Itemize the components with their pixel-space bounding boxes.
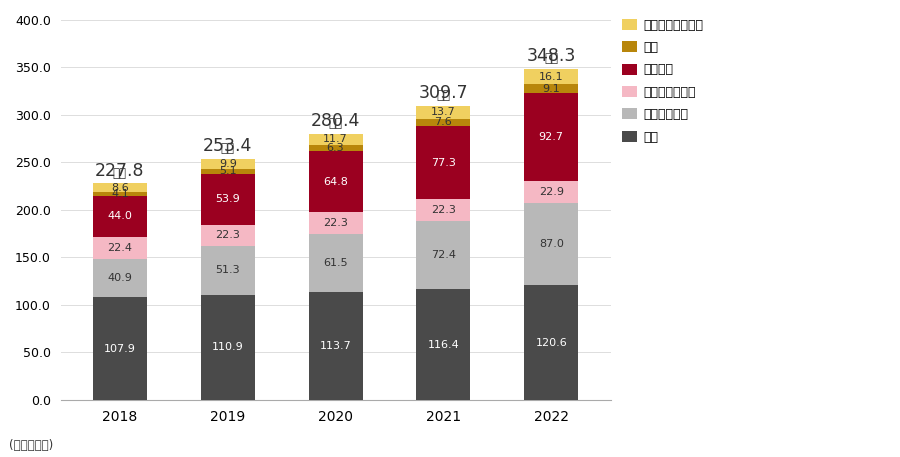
Text: 9.1: 9.1 <box>543 84 560 94</box>
Text: 77.3: 77.3 <box>431 158 455 168</box>
Bar <box>417 126 471 199</box>
Text: 4.1: 4.1 <box>111 189 129 199</box>
Text: 113.7: 113.7 <box>320 341 351 351</box>
Text: 92.7: 92.7 <box>539 132 563 142</box>
Bar <box>93 196 147 237</box>
Text: 16.1: 16.1 <box>539 72 563 82</box>
Bar <box>417 199 471 221</box>
Text: 348.3: 348.3 <box>526 27 576 65</box>
Text: 44.0: 44.0 <box>107 212 132 222</box>
Text: 合計: 合計 <box>112 167 127 180</box>
Bar <box>93 184 147 191</box>
Text: 51.3: 51.3 <box>215 265 240 275</box>
Text: 9.9: 9.9 <box>219 159 237 169</box>
Text: 合計: 合計 <box>328 117 343 130</box>
Bar <box>525 93 578 181</box>
Bar <box>525 84 578 93</box>
Text: 40.9: 40.9 <box>107 273 132 283</box>
Text: 22.9: 22.9 <box>539 187 563 197</box>
Bar <box>93 298 147 400</box>
Text: 87.0: 87.0 <box>539 239 563 249</box>
Text: 227.8: 227.8 <box>95 141 145 180</box>
Bar <box>417 106 471 119</box>
Text: 8.6: 8.6 <box>111 183 129 192</box>
Bar <box>525 203 578 286</box>
Text: 253.4: 253.4 <box>203 117 252 155</box>
Text: 7.6: 7.6 <box>435 117 453 128</box>
Bar <box>417 289 471 400</box>
Bar <box>201 225 255 246</box>
Bar <box>309 134 363 145</box>
Text: 309.7: 309.7 <box>418 63 468 102</box>
Bar <box>201 246 255 295</box>
Bar <box>93 191 147 196</box>
Text: 22.3: 22.3 <box>323 218 348 228</box>
Text: 合計: 合計 <box>544 52 558 65</box>
Text: 280.4: 280.4 <box>310 91 360 130</box>
Bar <box>309 213 363 234</box>
Bar <box>309 292 363 400</box>
Bar <box>93 259 147 298</box>
Text: 合計: 合計 <box>220 143 235 155</box>
Text: 5.1: 5.1 <box>219 166 237 176</box>
Bar <box>309 151 363 213</box>
Bar <box>309 234 363 292</box>
Legend: 自動車・宇宙航空, 医療, 産業用途, コンピューター, コンシューマ, 通信: 自動車・宇宙航空, 医療, 産業用途, コンピューター, コンシューマ, 通信 <box>622 19 704 143</box>
Bar <box>201 159 255 169</box>
Text: 107.9: 107.9 <box>104 344 136 354</box>
Text: 22.3: 22.3 <box>215 230 240 240</box>
Bar <box>525 286 578 400</box>
Text: 合計: 合計 <box>436 89 450 102</box>
Text: 64.8: 64.8 <box>323 176 348 186</box>
Text: 53.9: 53.9 <box>215 194 240 204</box>
Bar <box>93 237 147 259</box>
Text: 6.3: 6.3 <box>327 143 345 153</box>
Text: 72.4: 72.4 <box>431 250 456 260</box>
Bar <box>417 221 471 289</box>
Text: 13.7: 13.7 <box>431 107 455 117</box>
Bar <box>525 69 578 84</box>
Bar <box>201 295 255 400</box>
Bar <box>201 169 255 174</box>
Bar <box>309 145 363 151</box>
Text: 11.7: 11.7 <box>323 134 348 144</box>
Bar <box>417 119 471 126</box>
Text: 110.9: 110.9 <box>212 342 244 352</box>
Text: 22.3: 22.3 <box>431 205 455 215</box>
Text: 61.5: 61.5 <box>323 258 348 268</box>
Bar <box>201 174 255 225</box>
Bar <box>525 181 578 203</box>
Text: 116.4: 116.4 <box>428 340 459 350</box>
Text: (単位：億台): (単位：億台) <box>9 440 53 452</box>
Text: 120.6: 120.6 <box>536 338 567 348</box>
Text: 22.4: 22.4 <box>107 243 132 253</box>
